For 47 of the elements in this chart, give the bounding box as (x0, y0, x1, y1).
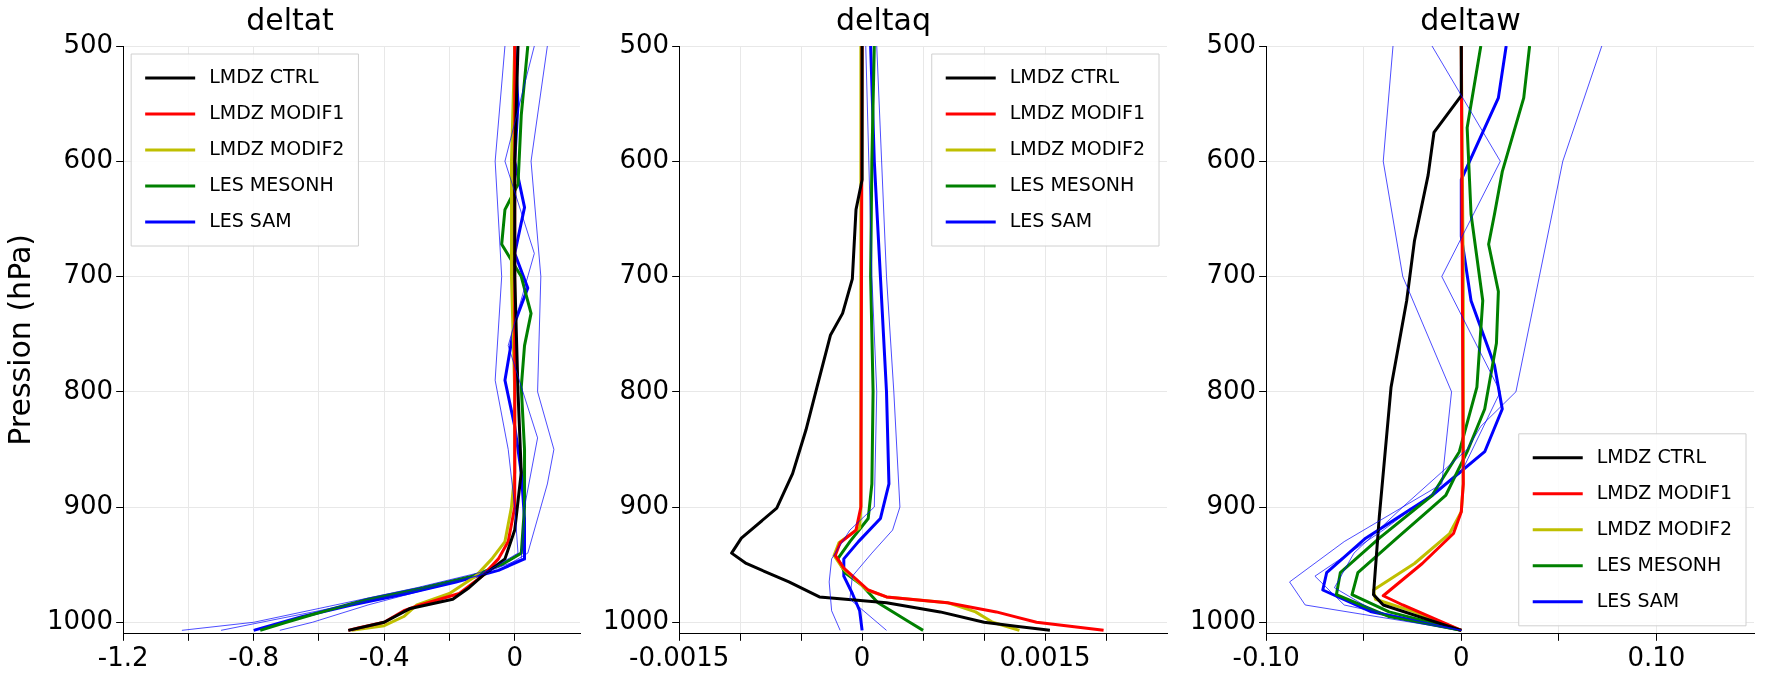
y-tick-label: 500 (619, 28, 670, 59)
chart-title: deltat (246, 1, 335, 37)
legend-label: LES SAM (1009, 208, 1093, 231)
legend-label: LES MESONH (209, 172, 334, 195)
x-tick-label: 0.10 (1627, 642, 1686, 673)
y-tick-label: 1000 (47, 605, 114, 636)
x-tick-label: -1.2 (97, 642, 149, 673)
y-tick-label: 800 (619, 374, 670, 405)
x-tick-label: -0.10 (1232, 642, 1300, 673)
legend-label: LMDZ MODIF1 (1596, 480, 1732, 503)
y-tick-label: 800 (1206, 374, 1257, 405)
y-tick-label: 700 (1206, 259, 1257, 290)
y-tick-label: 700 (619, 259, 670, 290)
y-axis-title: Pression (hPa) (1, 234, 37, 446)
x-tick-label: -0.0015 (628, 642, 730, 673)
y-tick-label: 500 (1206, 28, 1257, 59)
legend-label: LMDZ MODIF2 (209, 136, 345, 159)
y-tick-label: 600 (63, 144, 114, 174)
legend-label: LES MESONH (1596, 552, 1722, 575)
legend-label: LMDZ CTRL (209, 64, 319, 87)
y-tick-label: 600 (619, 144, 670, 174)
y-tick-label: 800 (63, 374, 114, 405)
legend-label: LMDZ CTRL (1009, 64, 1120, 87)
legend-label: LES MESONH (1009, 172, 1135, 195)
y-tick-label: 700 (63, 259, 114, 290)
y-tick-label: 1000 (603, 605, 670, 636)
legend-label: LMDZ MODIF2 (1009, 136, 1145, 159)
chart-title: deltaq (835, 1, 932, 37)
y-tick-label: 500 (63, 28, 114, 59)
x-tick-label: 0 (1453, 642, 1470, 673)
legend-label: LES SAM (1596, 588, 1680, 611)
x-tick-label: -0.4 (358, 642, 410, 673)
y-tick-label: 900 (1206, 489, 1257, 520)
legend-label: LMDZ CTRL (1596, 444, 1707, 467)
legend-label: LMDZ MODIF2 (1596, 516, 1732, 539)
y-tick-label: 900 (63, 489, 114, 520)
legend-label: LMDZ MODIF1 (209, 100, 345, 123)
y-tick-label: 900 (619, 489, 670, 520)
x-tick-label: 0 (853, 642, 871, 673)
y-tick-label: 600 (1206, 144, 1257, 174)
chart-title: deltaw (1420, 1, 1521, 37)
x-tick-label: 0 (506, 642, 524, 673)
legend-label: LES SAM (209, 208, 292, 231)
y-tick-label: 1000 (1190, 605, 1257, 636)
x-tick-label: 0.0015 (999, 642, 1091, 673)
legend-label: LMDZ MODIF1 (1009, 100, 1145, 123)
x-tick-label: -0.8 (228, 642, 280, 673)
